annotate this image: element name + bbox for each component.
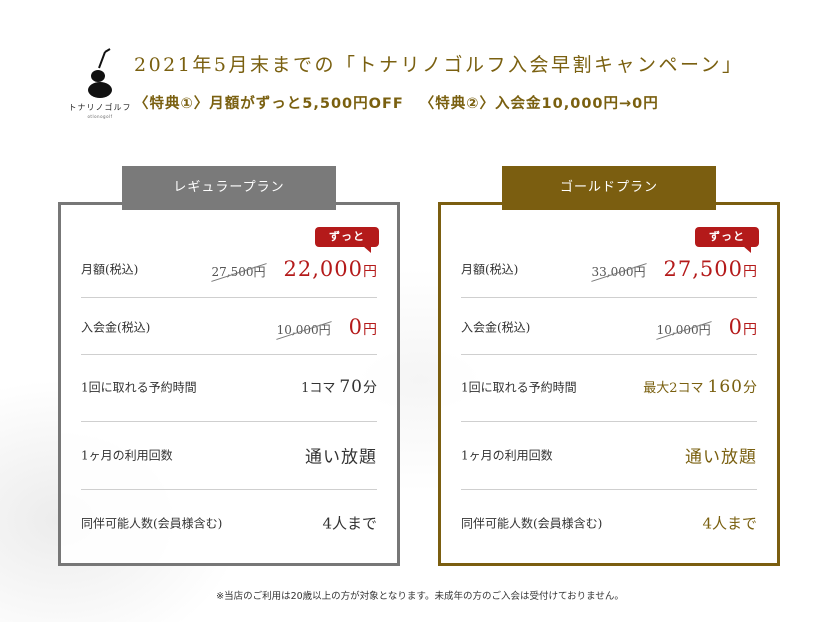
price: 27,500 bbox=[663, 257, 743, 281]
logo-subtext: otlonogolf bbox=[87, 114, 113, 119]
row-label: 1回に取れる予約時間 bbox=[81, 380, 197, 395]
unit: 分 bbox=[363, 380, 377, 396]
row-label: 入会金(税込) bbox=[461, 320, 531, 335]
row-monthly-usage: 1ヶ月の利用回数 通い放題 bbox=[461, 427, 757, 483]
footnote: ※当店のご利用は20歳以上の方が対象となります。未成年の方のご入会は受付けており… bbox=[216, 591, 624, 602]
companion-value: 4人まで bbox=[322, 514, 377, 533]
divider bbox=[461, 489, 757, 490]
row-value: 33,000円 27,500 円 bbox=[592, 257, 757, 281]
regular-plan-tab: レギュラープラン bbox=[122, 166, 336, 210]
golf-ball-icon bbox=[88, 48, 112, 98]
perk-1: 〈特典①〉月額がずっと5,500円OFF bbox=[134, 96, 404, 112]
row-value: 10,000円 0 円 bbox=[277, 315, 377, 339]
row-label: 入会金(税込) bbox=[81, 320, 151, 335]
campaign-headline: 2021年5月末までの「トナリノゴルフ入会早割キャンペーン」 bbox=[134, 54, 744, 76]
campaign-perks: 〈特典①〉月額がずっと5,500円OFF 〈特典②〉入会金10,000円→0円 bbox=[134, 92, 659, 113]
row-value: 4人まで bbox=[322, 513, 377, 534]
row-entry-fee: 入会金(税込) 10,000円 0 円 bbox=[461, 299, 757, 355]
row-label: 同伴可能人数(会員様含む) bbox=[81, 516, 223, 531]
row-label: 1回に取れる予約時間 bbox=[461, 380, 577, 395]
row-reservation-time: 1回に取れる予約時間 1コマ 70 分 bbox=[81, 359, 377, 415]
price: 0 bbox=[348, 315, 363, 339]
slot-count: 最大2コマ bbox=[643, 381, 704, 396]
row-label: 月額(税込) bbox=[461, 262, 519, 277]
row-value: 1コマ 70 分 bbox=[301, 377, 377, 397]
row-value: 4人まで bbox=[702, 513, 757, 534]
regular-plan-card: ずっと 月額(税込) 27,500円 22,000 円 入会金(税込) 10,0… bbox=[58, 202, 400, 566]
unit: 円 bbox=[363, 322, 377, 338]
minutes: 160 bbox=[707, 377, 743, 397]
companion-value: 4人まで bbox=[702, 514, 757, 533]
row-value: 10,000円 0 円 bbox=[657, 315, 757, 339]
row-monthly-usage: 1ヶ月の利用回数 通い放題 bbox=[81, 427, 377, 483]
row-label: 1ヶ月の利用回数 bbox=[461, 448, 553, 463]
row-label: 1ヶ月の利用回数 bbox=[81, 448, 173, 463]
gold-plan-tab: ゴールドプラン bbox=[502, 166, 716, 210]
row-companion: 同伴可能人数(会員様含む) 4人まで bbox=[81, 495, 377, 551]
row-companion: 同伴可能人数(会員様含む) 4人まで bbox=[461, 495, 757, 551]
unit: 円 bbox=[363, 264, 377, 280]
old-price: 10,000円 bbox=[656, 323, 711, 337]
divider bbox=[81, 297, 377, 298]
row-reservation-time: 1回に取れる予約時間 最大2コマ 160 分 bbox=[461, 359, 757, 415]
unit: 円 bbox=[743, 322, 757, 338]
zutto-badge: ずっと bbox=[695, 227, 759, 253]
zutto-badge: ずっと bbox=[315, 227, 379, 253]
divider bbox=[81, 354, 377, 355]
perk-2: 〈特典②〉入会金10,000円→0円 bbox=[419, 96, 659, 112]
minutes: 70 bbox=[339, 377, 363, 397]
row-label: 同伴可能人数(会員様含む) bbox=[461, 516, 603, 531]
divider bbox=[461, 354, 757, 355]
divider bbox=[461, 297, 757, 298]
row-value: 通い放題 bbox=[305, 443, 377, 468]
row-monthly: 月額(税込) 33,000円 27,500 円 bbox=[461, 241, 757, 297]
divider bbox=[461, 421, 757, 422]
price: 0 bbox=[728, 315, 743, 339]
slot-count: 1コマ bbox=[301, 381, 336, 396]
unit: 分 bbox=[743, 380, 757, 396]
usage-value: 通い放題 bbox=[305, 447, 377, 468]
old-price: 27,500円 bbox=[211, 265, 266, 279]
row-value: 最大2コマ 160 分 bbox=[643, 377, 757, 397]
old-price: 10,000円 bbox=[276, 323, 331, 337]
gold-plan-card: ずっと 月額(税込) 33,000円 27,500 円 入会金(税込) 10,0… bbox=[438, 202, 780, 566]
brand-logo: トナリノゴルフ otlonogolf bbox=[68, 46, 132, 122]
row-label: 月額(税込) bbox=[81, 262, 139, 277]
price: 22,000 bbox=[283, 257, 363, 281]
row-value: 通い放題 bbox=[685, 443, 757, 468]
divider bbox=[81, 489, 377, 490]
old-price: 33,000円 bbox=[591, 265, 646, 279]
logo-text: トナリノゴルフ bbox=[68, 103, 132, 112]
row-monthly: 月額(税込) 27,500円 22,000 円 bbox=[81, 241, 377, 297]
divider bbox=[81, 421, 377, 422]
usage-value: 通い放題 bbox=[685, 447, 757, 468]
row-value: 27,500円 22,000 円 bbox=[212, 257, 377, 281]
unit: 円 bbox=[743, 264, 757, 280]
row-entry-fee: 入会金(税込) 10,000円 0 円 bbox=[81, 299, 377, 355]
